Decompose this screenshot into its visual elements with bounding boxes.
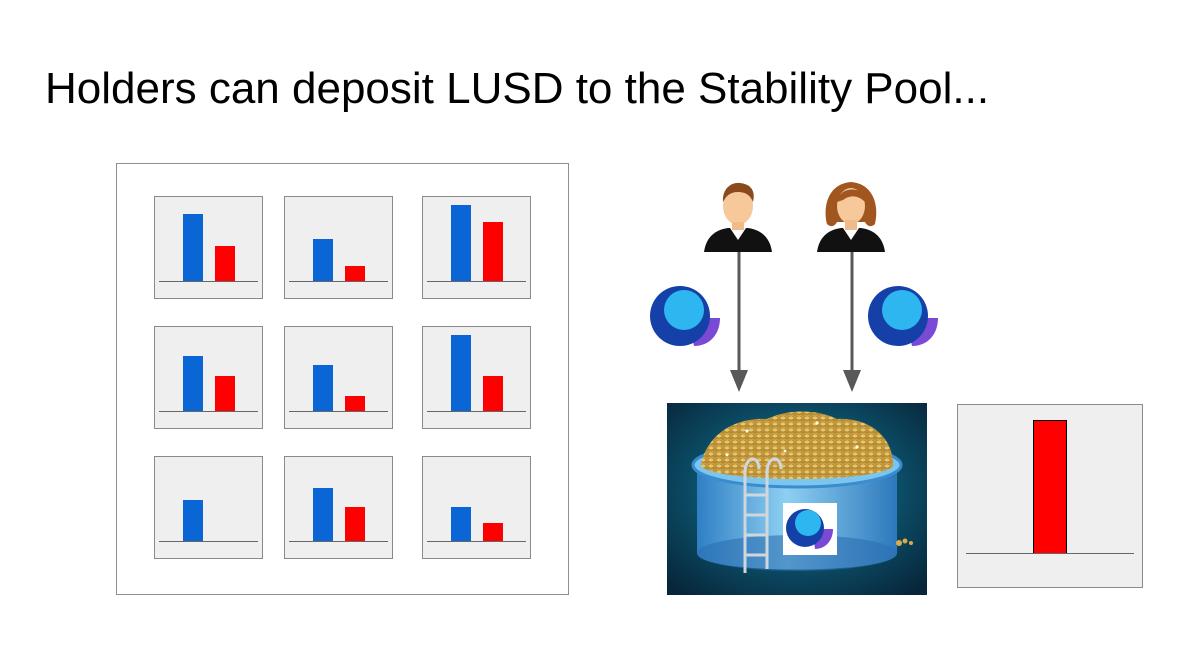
trove-card bbox=[284, 196, 393, 299]
collateral-bar bbox=[313, 365, 333, 411]
debt-bar bbox=[483, 376, 503, 411]
trove-card bbox=[284, 456, 393, 559]
lusd-token-icon bbox=[650, 286, 720, 346]
trove-card bbox=[154, 456, 263, 559]
stability-pool-balance-bar bbox=[1033, 420, 1067, 554]
stability-pool-image bbox=[667, 403, 927, 595]
trove-card bbox=[422, 326, 531, 429]
collateral-bar bbox=[183, 356, 203, 411]
collateral-bar bbox=[451, 507, 471, 541]
debt-bar bbox=[215, 376, 235, 411]
baseline bbox=[159, 281, 258, 282]
debt-bar bbox=[483, 222, 503, 281]
collateral-bar bbox=[183, 500, 203, 541]
collateral-bar bbox=[313, 239, 333, 281]
deposit-arrow-left bbox=[730, 252, 748, 392]
slide-title: Holders can deposit LUSD to the Stabilit… bbox=[45, 64, 990, 113]
collateral-bar bbox=[183, 214, 203, 281]
collateral-bar bbox=[451, 335, 471, 411]
debt-bar bbox=[345, 507, 365, 541]
trove-card bbox=[154, 196, 263, 299]
male-user-icon bbox=[704, 182, 772, 252]
baseline bbox=[966, 553, 1134, 554]
debt-bar bbox=[345, 396, 365, 411]
baseline bbox=[159, 541, 258, 542]
trove-card bbox=[422, 196, 531, 299]
trove-card bbox=[284, 326, 393, 429]
baseline bbox=[289, 281, 388, 282]
deposit-arrow-right bbox=[843, 252, 861, 392]
collateral-bar bbox=[313, 488, 333, 541]
trove-card bbox=[154, 326, 263, 429]
lusd-token-icon bbox=[868, 286, 938, 346]
baseline bbox=[159, 411, 258, 412]
debt-bar bbox=[215, 246, 235, 281]
debt-bar bbox=[483, 523, 503, 541]
trove-card bbox=[422, 456, 531, 559]
baseline bbox=[427, 281, 526, 282]
collateral-bar bbox=[451, 205, 471, 281]
stability-pool-balance-panel bbox=[957, 404, 1143, 588]
trove-grid bbox=[116, 163, 569, 595]
baseline bbox=[427, 411, 526, 412]
baseline bbox=[289, 541, 388, 542]
baseline bbox=[289, 411, 388, 412]
baseline bbox=[427, 541, 526, 542]
debt-bar bbox=[345, 266, 365, 281]
female-user-icon bbox=[817, 182, 885, 252]
